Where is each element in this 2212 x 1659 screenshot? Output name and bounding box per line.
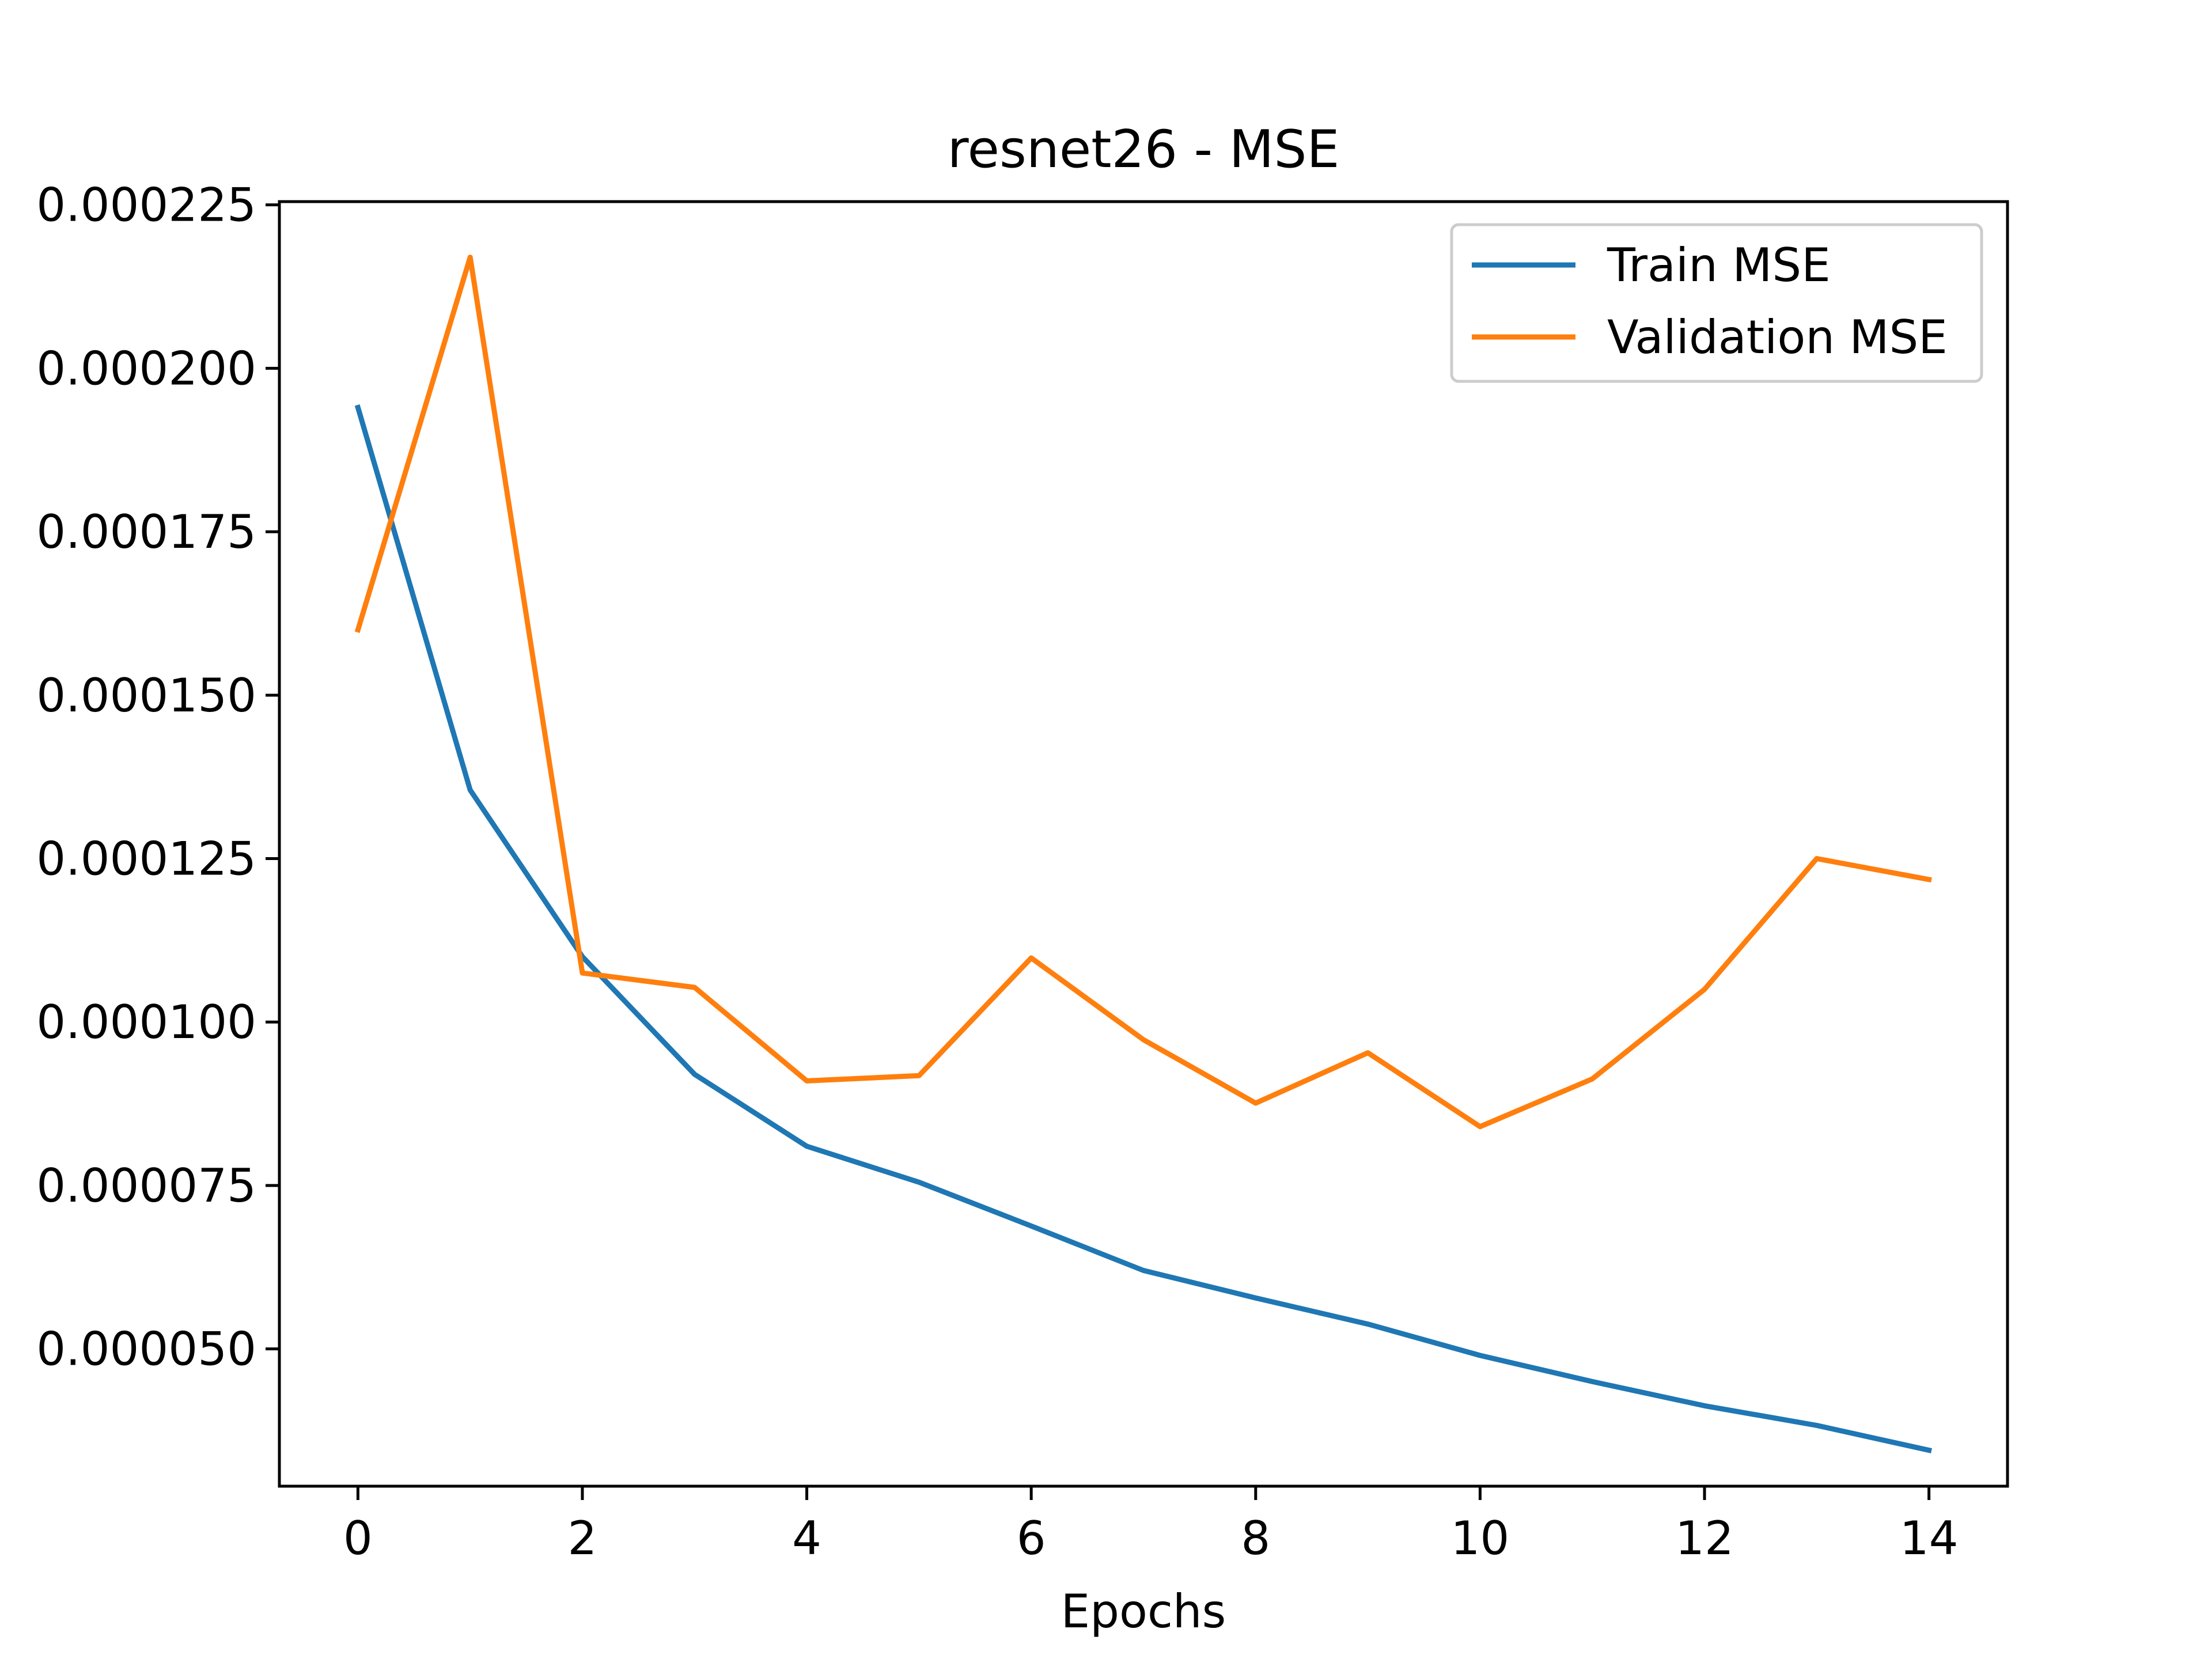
x-tick-label: 0 [343,1512,373,1565]
legend-box [1450,223,1983,383]
series-line-validation-mse [354,255,1932,1130]
chart-title: resnet26 - MSE [948,119,1340,180]
x-tick-label: 2 [568,1512,597,1565]
x-tick-label: 8 [1241,1512,1270,1565]
y-tick-label: 0.000100 [36,995,256,1049]
x-tick-label: 4 [792,1512,821,1565]
plot-lines [354,255,1932,1453]
legend-label: Train MSE [1607,238,1831,292]
x-axis-ticks: 0 2 4 6 8 10 12 14 [343,1486,1959,1565]
x-tick-label: 14 [1900,1512,1959,1565]
series-line-train-mse [354,404,1932,1453]
y-tick-label: 0.000175 [36,505,256,559]
y-axis-ticks: 0.000050 0.000075 0.000100 0.000125 0.000150… [36,179,279,1376]
legend: Train MSE Validation MSE [1450,223,1983,383]
y-tick-label: 0.000050 [36,1323,256,1376]
y-tick-label: 0.000150 [36,669,256,722]
x-tick-label: 10 [1451,1512,1510,1565]
legend-label: Validation MSE [1607,310,1948,364]
x-tick-label: 12 [1675,1512,1734,1565]
y-tick-label: 0.000225 [36,179,256,232]
x-tick-label: 6 [1017,1512,1046,1565]
y-tick-label: 0.000200 [36,342,256,395]
plot-area-frame [278,200,2009,1488]
x-axis-label: Epochs [1061,1585,1226,1638]
y-tick-label: 0.000125 [36,832,256,886]
y-tick-label: 0.000075 [36,1159,256,1213]
